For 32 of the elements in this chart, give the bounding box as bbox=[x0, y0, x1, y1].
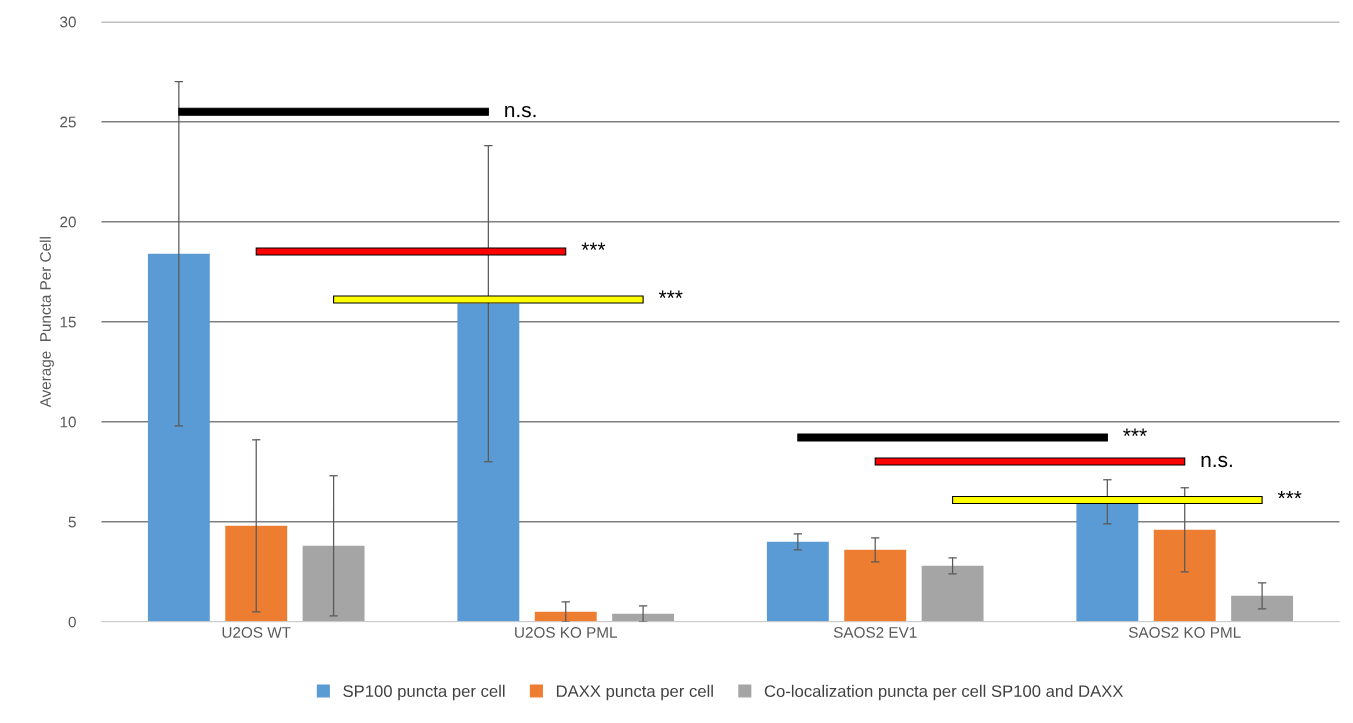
y-tick-label: 5 bbox=[68, 516, 76, 528]
x-tick-label: SAOS2 EV1 bbox=[833, 627, 917, 638]
annotation: *** bbox=[1277, 491, 1302, 499]
x-tick-label: U2OS KO PML bbox=[515, 627, 618, 638]
y-axis-title: Average Puncta Per Cell bbox=[39, 237, 54, 408]
x-tick-label: U2OS WT bbox=[222, 627, 291, 638]
y-tick-label: 10 bbox=[60, 416, 76, 428]
bar bbox=[766, 541, 829, 622]
bar bbox=[457, 303, 520, 622]
bar bbox=[225, 525, 288, 622]
bar bbox=[534, 611, 597, 622]
bar bbox=[1076, 501, 1139, 622]
y-tick-label: 20 bbox=[60, 216, 76, 228]
annotation: *** bbox=[1123, 428, 1147, 436]
legend-label: SP100 puncta per cell bbox=[343, 684, 505, 701]
y-tick-label: 15 bbox=[60, 316, 76, 328]
y-tick-label: 0 bbox=[68, 616, 76, 628]
y-tick-label: 30 bbox=[60, 16, 76, 28]
bar bbox=[921, 565, 984, 622]
y-tick-label: 25 bbox=[60, 116, 76, 128]
legend-label: Co-localization puncta per cell SP100 and DAXX bbox=[764, 684, 1124, 701]
bar bbox=[1153, 529, 1216, 622]
annotation: n.s. bbox=[1201, 455, 1232, 468]
bar bbox=[147, 253, 210, 622]
bar bbox=[302, 545, 365, 622]
annotation: n.s. bbox=[505, 105, 536, 118]
bar bbox=[1231, 595, 1294, 622]
annotation: *** bbox=[658, 290, 683, 298]
x-tick-label: SAOS2 KO PML bbox=[1128, 627, 1241, 638]
legend-label: DAXX puncta per cell bbox=[556, 684, 713, 701]
bar bbox=[844, 549, 907, 622]
annotation: *** bbox=[581, 242, 606, 250]
